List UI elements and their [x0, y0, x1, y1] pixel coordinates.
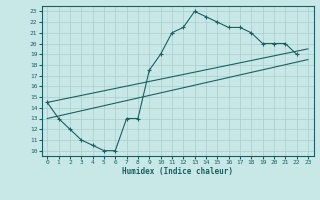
X-axis label: Humidex (Indice chaleur): Humidex (Indice chaleur)	[122, 167, 233, 176]
